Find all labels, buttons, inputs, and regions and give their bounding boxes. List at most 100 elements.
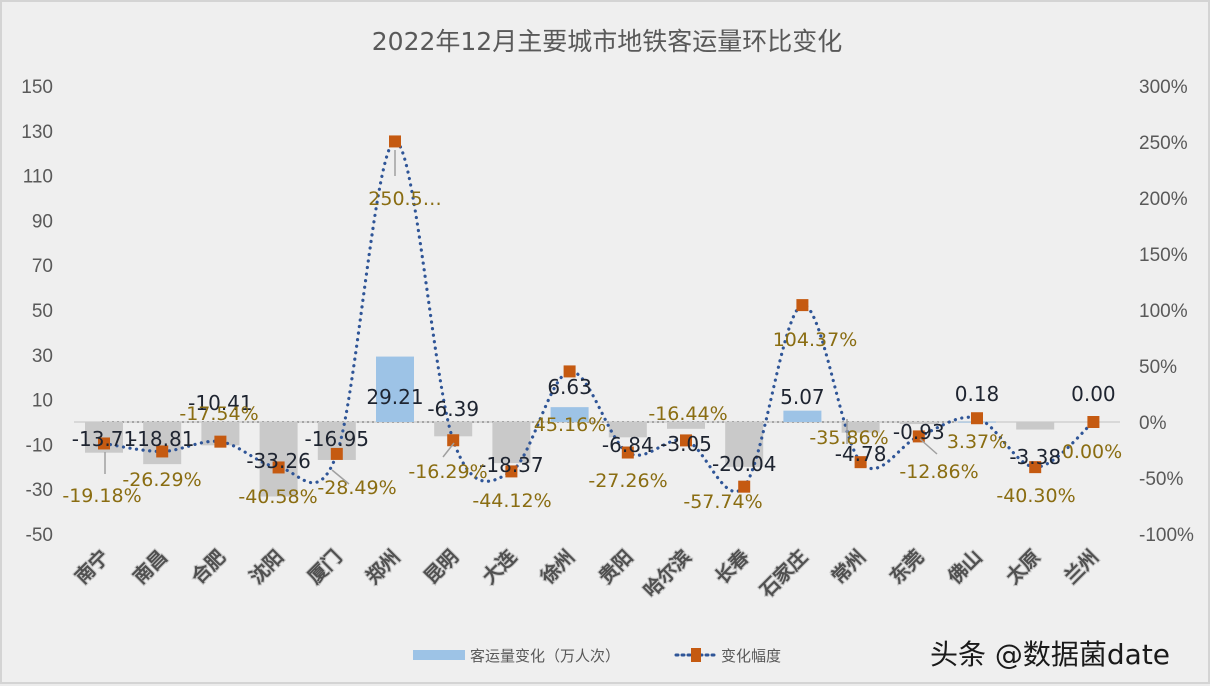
category-label: 大连 [478,545,522,589]
left-axis-tick: 130 [21,122,53,143]
category-label: 东莞 [885,545,928,588]
category-label: 昆明 [420,546,462,588]
pct-value-label: -44.12% [472,490,551,512]
legend-marker-swatch [691,648,701,662]
bar[interactable] [783,410,822,422]
pct-value-label: -16.29% [408,461,487,483]
bar[interactable] [434,422,473,437]
bar-value-label: -13.71 [72,427,136,451]
category-label: 合肥 [187,545,230,588]
trend-line [102,139,1095,493]
bar-value-label: -10.41 [188,391,252,415]
left-axis-tick: 30 [32,346,53,367]
bar-value-label: 0.18 [955,382,1000,406]
left-axis-tick: 150 [21,77,53,98]
line-data-labels: -19.18%-26.29% -17.54% -40.58% -28.49% 250.5… [62,150,1122,513]
line-marker[interactable] [389,135,401,148]
legend-line-label: 变化幅度 [721,647,781,665]
right-axis-tick: 50% [1139,357,1177,378]
pct-value-label: -26.29% [122,469,201,491]
right-axis-tick: 250% [1139,133,1188,154]
legend-bar-swatch [413,650,465,660]
category-label: 贵阳 [595,546,637,588]
line-marker[interactable] [854,456,867,469]
legend: 客运量变化（万人次） 变化幅度 [413,647,781,665]
leader-line [919,438,938,455]
bar-value-label: 0.00 [1071,382,1116,406]
line-marker[interactable] [796,299,809,312]
bar-value-label: 6.63 [547,375,592,399]
legend-item-line[interactable]: 变化幅度 [674,647,781,665]
right-y-axis: 300% 250% 200% 150% 100% 50% 0% -50% -100% [1139,77,1194,546]
line-marker[interactable] [912,430,925,443]
pct-value-label: -17.54% [179,403,258,425]
right-axis-tick: 100% [1139,301,1188,322]
line-marker[interactable] [330,447,343,460]
pct-value-label: 0.00% [1062,441,1122,463]
category-label: 南昌 [129,546,171,588]
bar[interactable] [376,356,414,422]
left-axis-tick: -10 [26,435,53,456]
bar[interactable] [550,407,589,422]
pct-value-label: -35.86% [809,427,888,449]
bar[interactable] [1016,422,1055,430]
bar-value-label: -4.78 [835,442,887,466]
bar-value-label: -20.04 [712,452,776,476]
pct-value-label: -40.58% [238,486,317,508]
bar-value-label: 29.21 [366,385,423,409]
left-y-axis: 150 130 110 90 70 50 30 10 -10 -30 -50 [21,77,53,546]
right-axis-tick: 150% [1139,245,1188,266]
pct-value-label: -19.18% [62,485,141,507]
line-marker[interactable] [621,446,634,459]
bar-value-label: -18.37 [479,453,543,477]
legend-item-bar[interactable]: 客运量变化（万人次） [413,647,620,665]
category-label: 哈尔滨 [639,545,696,602]
category-label: 石家庄 [755,545,812,602]
bar-value-label: -33.26 [246,449,310,473]
bar-value-label: -0.93 [893,420,945,444]
bar[interactable] [725,422,764,467]
left-axis-tick: 10 [32,391,53,412]
line-marker[interactable] [1029,461,1042,474]
watermark: 头条 @数据菌date [930,638,1170,671]
category-label: 长春 [711,545,754,588]
pct-value-label: -16.44% [648,403,727,425]
bar[interactable] [841,422,880,433]
category-label: 沈阳 [245,545,288,588]
category-label: 佛山 [943,545,987,589]
line-marker[interactable] [214,435,227,448]
pct-value-label: -28.49% [317,477,396,499]
line-series [98,135,1100,493]
line-marker[interactable] [272,461,285,474]
line-marker[interactable] [971,412,983,425]
bar[interactable] [259,422,298,497]
left-axis-tick: 90 [32,211,53,232]
category-label: 南宁 [70,545,113,588]
line-marker[interactable] [447,434,460,447]
bar-value-label: -3.05 [660,432,712,456]
category-label: 郑州 [362,546,404,588]
right-axis-tick: -100% [1139,525,1194,546]
chart-title: 2022年12月主要城市地铁客运量环比变化 [372,27,842,56]
line-marker[interactable] [1087,416,1100,428]
bar[interactable] [667,422,705,429]
legend-bar-label: 客运量变化（万人次） [470,647,620,665]
category-label: 常州 [827,545,870,588]
bar[interactable] [608,422,647,438]
left-axis-tick: 110 [23,167,53,188]
line-marker[interactable] [98,437,110,450]
left-axis-tick: -30 [26,480,53,501]
line-marker[interactable] [156,445,169,458]
line-marker[interactable] [563,365,576,378]
category-label: 太原 [1002,545,1045,588]
bar-value-label: -3.38 [1009,445,1061,469]
line-marker[interactable] [680,434,692,447]
pct-value-label: -57.74% [683,491,762,513]
line-marker[interactable] [505,465,518,478]
bar[interactable] [899,422,938,425]
line-marker[interactable] [738,480,751,493]
bar[interactable] [201,422,240,446]
pct-value-label: 3.37% [947,431,1007,453]
bar-data-labels: -13.71-18.81 -10.41 -33.26-16.95 29.21 -6.39… [72,375,1116,477]
